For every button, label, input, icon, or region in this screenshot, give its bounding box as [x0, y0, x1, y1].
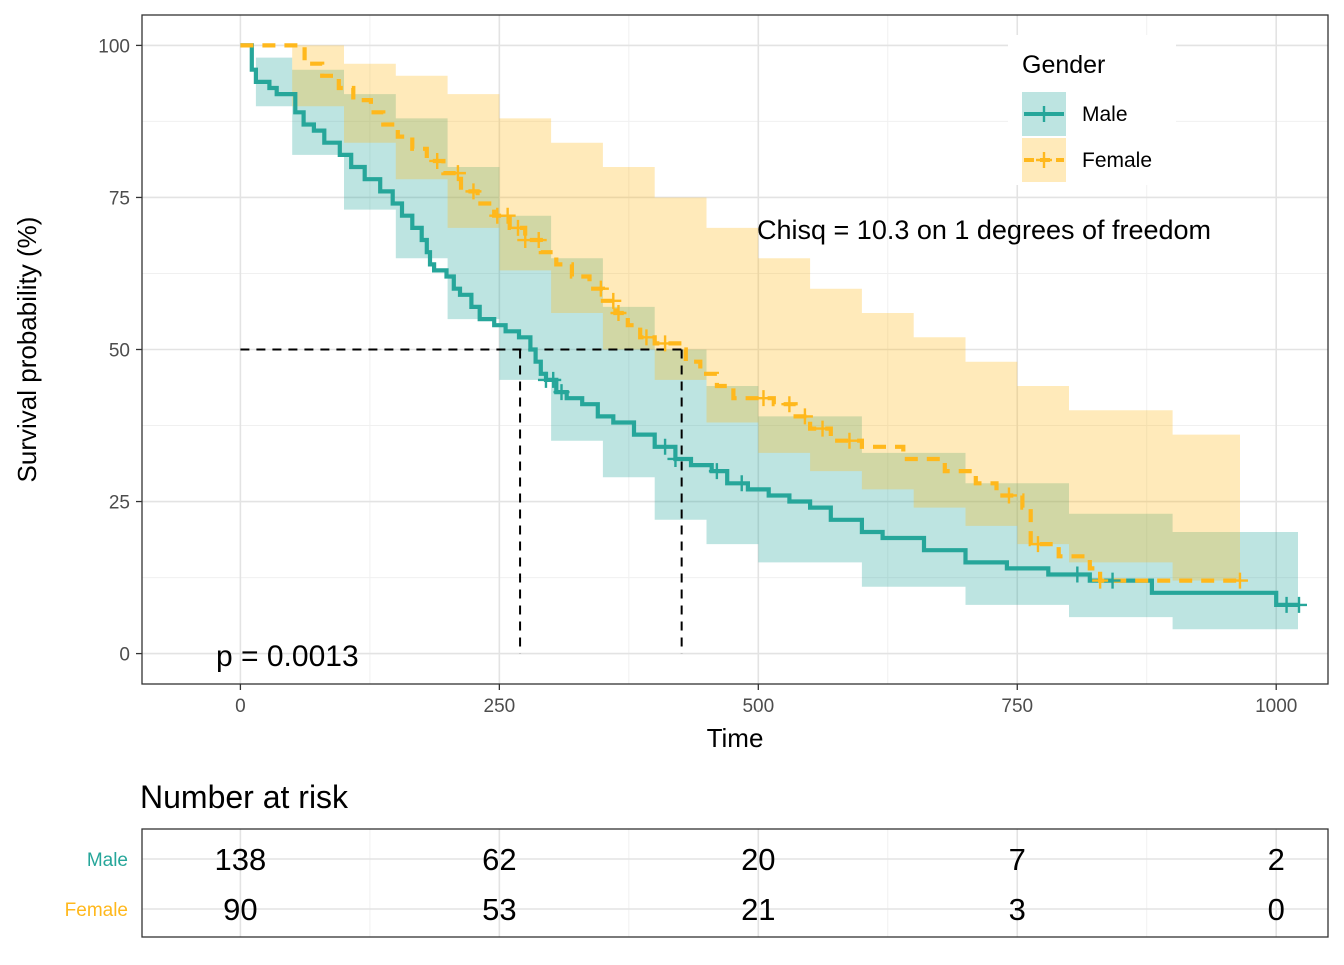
censor-mark-female: [530, 232, 547, 249]
censor-mark-female: [610, 305, 627, 322]
censor-mark-female: [814, 420, 831, 437]
censor-mark-female: [429, 152, 446, 169]
censor-mark-female: [1029, 536, 1046, 553]
y-tick-label: 100: [98, 36, 130, 57]
censor-mark-male: [1069, 566, 1086, 583]
axes: 0 250 500 750 1000 0 25 50 75 100: [98, 36, 1297, 717]
x-axis-label: Time: [707, 723, 764, 753]
legend-censor-male: [1036, 106, 1052, 122]
risk-table-border: [141, 828, 1329, 938]
y-tick-label: 0: [119, 645, 130, 666]
x-tick-label: 250: [484, 696, 516, 717]
censor-mark-female: [1000, 487, 1017, 504]
x-tick-label: 750: [1001, 696, 1033, 717]
risk-row-label-female: Female: [65, 900, 128, 921]
y-tick-label: 50: [109, 341, 130, 362]
censor-mark-female: [499, 207, 516, 224]
survival-curve-female: [240, 43, 1240, 583]
median-reference-lines: [240, 348, 683, 654]
risk-value-male: 20: [741, 842, 775, 877]
censor-mark-female: [657, 335, 674, 352]
censor-mark-female: [755, 390, 772, 407]
risk-table: Male 138 62 20 7 2 Female 90 53 21 3 0: [65, 842, 1285, 927]
legend-label-male: Male: [1082, 103, 1128, 126]
censor-mark-female: [796, 408, 813, 425]
risk-value-male: 138: [215, 842, 267, 877]
legend: Gender Male Female: [1008, 35, 1176, 185]
risk-value-male: 2: [1268, 842, 1285, 877]
censor-marks: [429, 152, 1307, 613]
censor-mark-male: [667, 450, 684, 467]
risk-table-gridlines: [142, 829, 1328, 937]
risk-value-female: 0: [1268, 892, 1285, 927]
risk-table-panel: [142, 829, 1328, 937]
censor-mark-female: [1231, 572, 1248, 589]
survival-curves: [240, 43, 1298, 607]
ci-band-male: [240, 45, 1298, 636]
y-tick-label: 75: [109, 188, 130, 209]
censor-mark-female: [841, 432, 858, 449]
x-tick-label: 0: [235, 696, 246, 717]
confidence-bands: [240, 45, 1298, 636]
risk-value-male: 7: [1009, 842, 1026, 877]
legend-label-female: Female: [1082, 149, 1152, 172]
y-tick-label: 25: [109, 493, 130, 514]
censor-mark-male: [657, 438, 674, 455]
censor-mark-female: [449, 165, 466, 182]
risk-table-title: Number at risk: [140, 779, 349, 815]
censor-mark-male: [708, 463, 725, 480]
censor-mark-female: [605, 292, 622, 309]
legend-title: Gender: [1022, 51, 1105, 79]
censor-mark-male: [553, 384, 570, 401]
censor-mark-female: [592, 280, 609, 297]
censor-mark-female: [638, 329, 655, 346]
censor-mark-female: [517, 232, 534, 249]
chisq-annotation: Chisq = 10.3 on 1 degrees of freedom: [757, 215, 1211, 245]
censor-mark-male: [545, 371, 562, 388]
risk-value-female: 21: [741, 892, 775, 927]
risk-value-male: 62: [482, 842, 516, 877]
x-tick-label: 500: [742, 696, 774, 717]
p-value-annotation: p = 0.0013: [216, 640, 359, 673]
risk-value-female: 53: [482, 892, 516, 927]
risk-row-label-male: Male: [87, 850, 128, 871]
censor-mark-female: [1092, 572, 1109, 589]
ci-band-female: [240, 45, 1240, 593]
censor-mark-female: [509, 219, 526, 236]
risk-value-female: 90: [223, 892, 257, 927]
x-tick-label: 1000: [1255, 696, 1297, 717]
risk-value-female: 3: [1009, 892, 1026, 927]
y-axis-label: Survival probability (%): [12, 217, 42, 483]
censor-mark-male: [1291, 596, 1307, 613]
censor-mark-female: [465, 183, 482, 200]
survival-curve-male: [240, 43, 1298, 607]
legend-censor-female: [1036, 152, 1052, 168]
censor-mark-female: [781, 396, 798, 413]
censor-mark-male: [733, 475, 750, 492]
